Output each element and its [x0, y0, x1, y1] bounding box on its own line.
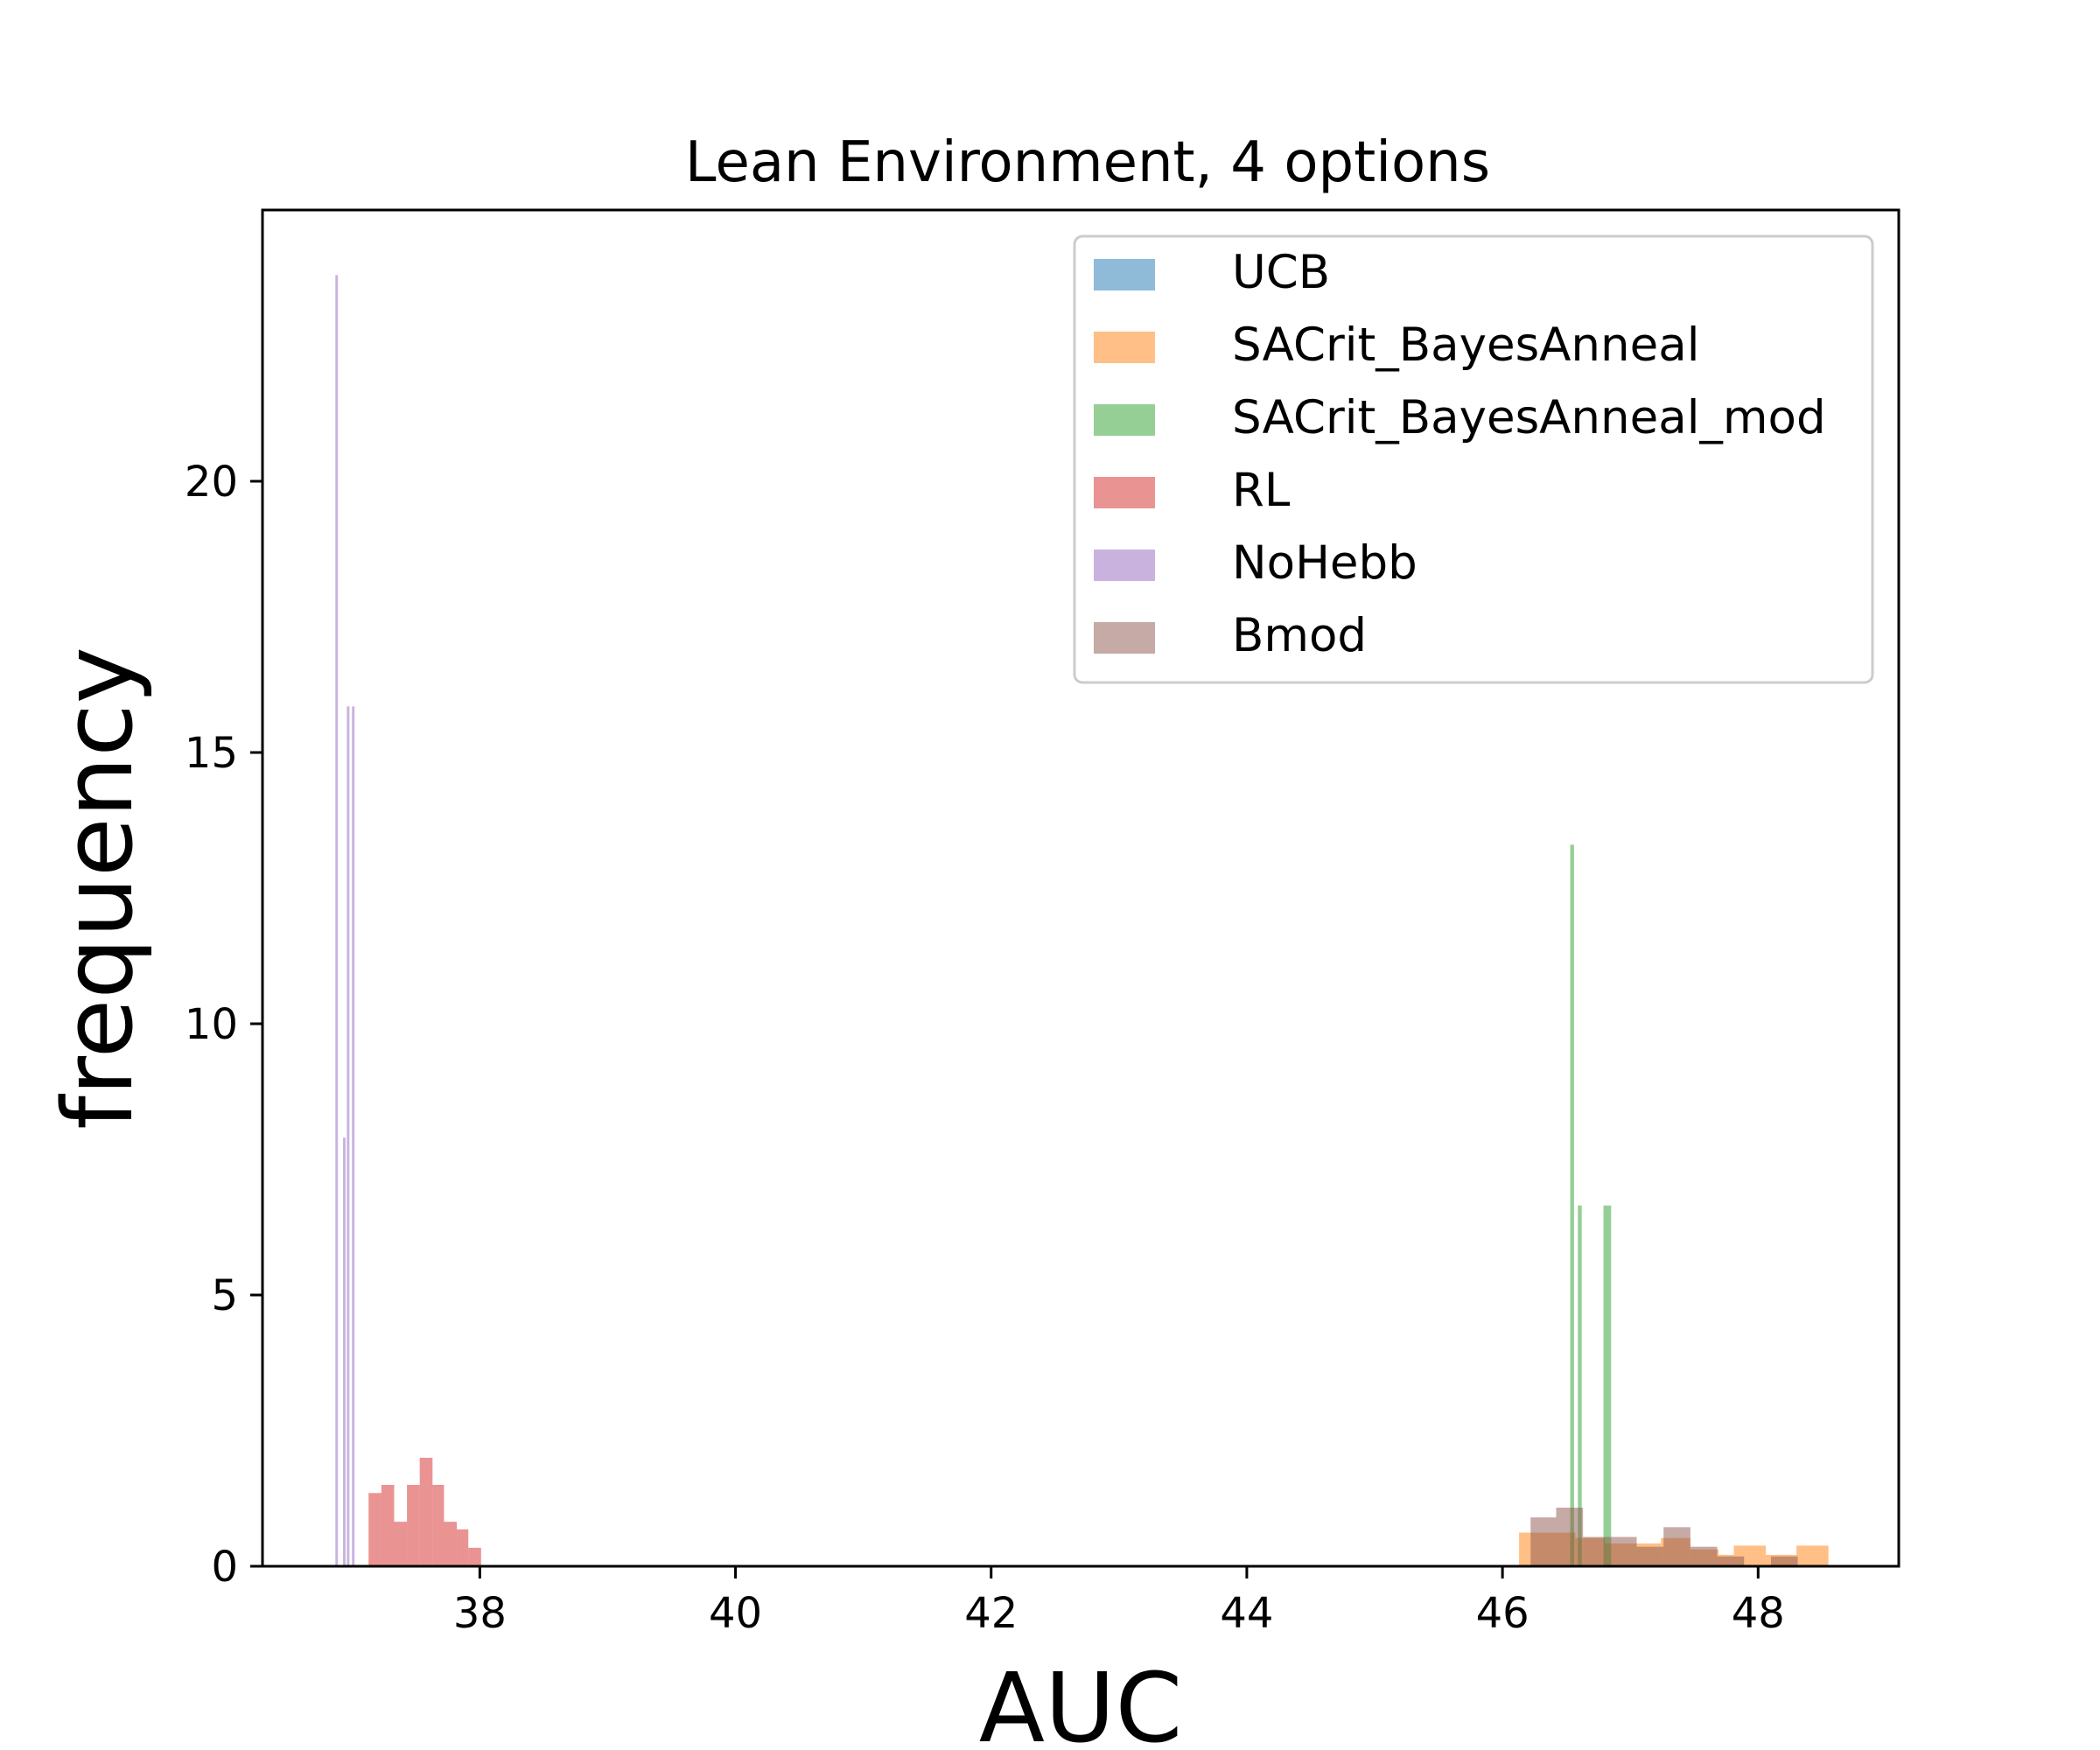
legend-frame [1073, 234, 1874, 684]
legend-swatch-3 [1094, 477, 1155, 508]
legend-swatch-0 [1094, 259, 1155, 290]
bar-3-1 [381, 1485, 395, 1566]
y-tick-label-0: 0 [211, 1543, 238, 1592]
ticks-layer: 38 40 42 44 46 48 0 5 10 15 20 [185, 458, 1785, 1638]
legend-label-0: UCB [1232, 246, 1330, 299]
bar-5-6 [1690, 1546, 1718, 1566]
legend: UCB SACrit_BayesAnneal SACrit_BayesAnneal_… [1073, 234, 1874, 684]
legend-swatch-4 [1094, 550, 1155, 581]
bar-5-2 [1583, 1536, 1610, 1566]
legend-label-4: NoHebb [1232, 536, 1418, 590]
series-SACrit_BayesAnneal_mod [1570, 844, 1612, 1566]
bar-3-3 [407, 1485, 420, 1566]
x-tick-label-2: 42 [964, 1589, 1018, 1638]
bar-4-0 [335, 275, 339, 1566]
bar-5-5 [1663, 1527, 1690, 1566]
bar-2-1 [1578, 1205, 1582, 1566]
legend-label-5: Bmod [1232, 609, 1367, 662]
bar-3-7 [457, 1529, 469, 1566]
bar-5-7 [1717, 1556, 1745, 1566]
bar-4-2 [346, 706, 350, 1566]
legend-label-1: SACrit_BayesAnneal [1232, 318, 1699, 372]
legend-swatch-2 [1094, 404, 1155, 436]
bar-5-0 [1530, 1517, 1557, 1566]
legend-label-3: RL [1232, 464, 1291, 517]
bar-4-3 [352, 706, 355, 1566]
x-tick-label-0: 38 [453, 1589, 507, 1638]
bar-5-1 [1556, 1508, 1584, 1566]
bar-3-8 [468, 1547, 481, 1566]
bar-3-5 [432, 1485, 444, 1566]
legend-swatch-5 [1094, 622, 1155, 654]
y-tick-label-1: 5 [211, 1271, 238, 1320]
x-tick-label-1: 40 [709, 1589, 762, 1638]
y-tick-label-2: 10 [185, 1000, 238, 1049]
bar-2-2 [1603, 1205, 1612, 1566]
legend-swatch-1 [1094, 332, 1155, 363]
x-axis-label: AUC [979, 1652, 1183, 1750]
bars-layer [335, 275, 1829, 1566]
chart-title: Lean Environment, 4 options [685, 130, 1490, 195]
bar-2-0 [1570, 844, 1574, 1566]
bar-5-3 [1609, 1536, 1637, 1566]
x-tick-label-3: 44 [1220, 1589, 1273, 1638]
bar-5-9 [1770, 1556, 1798, 1566]
series-RL [368, 1458, 481, 1566]
x-tick-label-5: 48 [1732, 1589, 1785, 1638]
y-tick-label-4: 20 [185, 458, 238, 507]
y-tick-label-3: 15 [185, 729, 238, 778]
bar-4-1 [343, 1138, 346, 1566]
x-tick-label-4: 46 [1476, 1589, 1530, 1638]
bar-1-10 [1796, 1545, 1829, 1566]
y-axis-label: frequency [42, 647, 154, 1130]
bar-3-6 [444, 1522, 458, 1566]
bar-3-4 [419, 1458, 433, 1566]
series-NoHebb [335, 275, 355, 1566]
legend-label-2: SACrit_BayesAnneal_mod [1232, 391, 1826, 444]
plot-frame [261, 208, 1900, 1568]
series-Bmod [1530, 1508, 1798, 1566]
bar-3-2 [394, 1522, 408, 1566]
bar-3-0 [368, 1493, 382, 1566]
bar-5-4 [1636, 1546, 1664, 1566]
